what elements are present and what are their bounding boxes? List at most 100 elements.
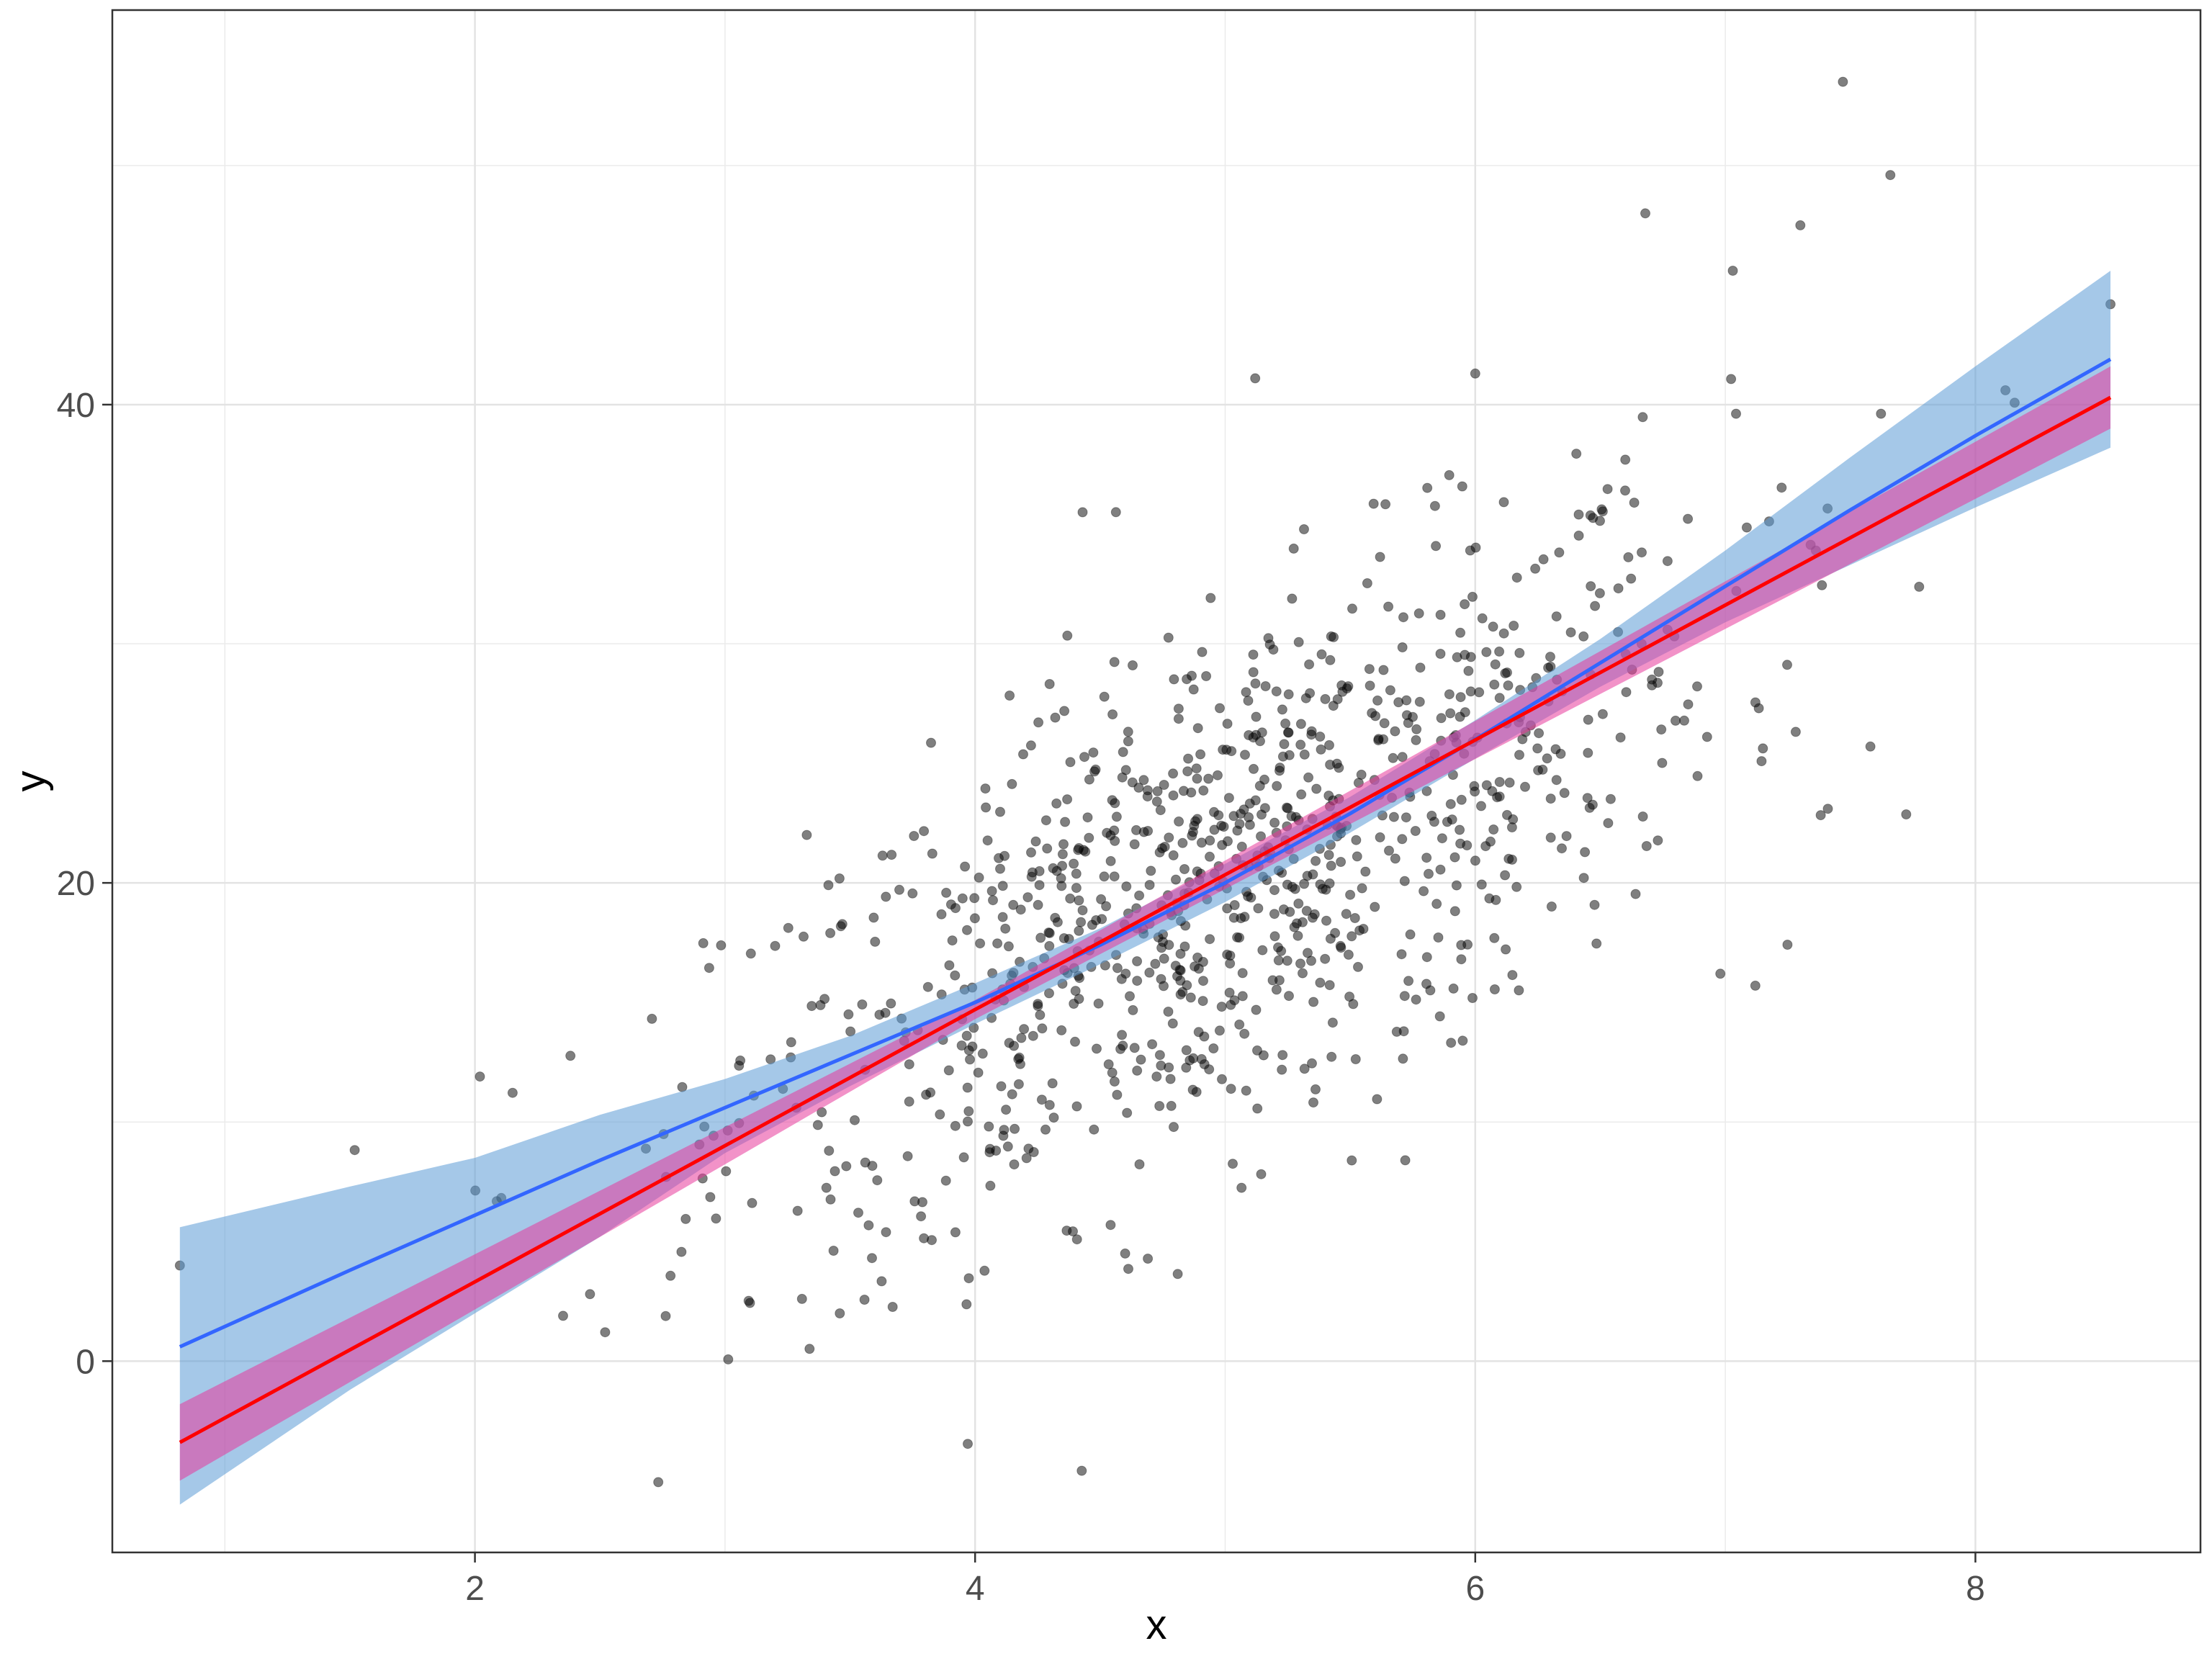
scatter-point xyxy=(1007,1089,1017,1100)
scatter-point xyxy=(1033,717,1044,728)
scatter-point xyxy=(1189,820,1200,831)
scatter-point xyxy=(1307,1058,1317,1069)
scatter-point xyxy=(1105,855,1116,866)
scatter-point xyxy=(1222,719,1233,729)
scatter-point xyxy=(1205,593,1216,603)
scatter-point xyxy=(1408,711,1418,722)
scatter-point xyxy=(1530,563,1541,574)
scatter-point xyxy=(1425,985,1436,996)
scatter-point xyxy=(1225,950,1236,961)
scatter-point xyxy=(870,936,881,947)
scatter-point xyxy=(1110,835,1120,846)
scatter-point xyxy=(1545,793,1556,804)
scatter-point xyxy=(1470,855,1480,866)
scatter-point xyxy=(1123,1264,1133,1274)
plot-panel-border xyxy=(111,9,2202,1554)
scatter-point xyxy=(1144,967,1155,978)
scatter-point xyxy=(1756,756,1767,767)
scatter-point xyxy=(1248,667,1259,678)
scatter-point xyxy=(1503,680,1514,691)
scatter-point xyxy=(1390,853,1401,864)
scatter-point xyxy=(1203,773,1214,784)
scatter-point xyxy=(1026,871,1037,882)
scatter-point xyxy=(950,1120,961,1131)
scatter-point xyxy=(1182,766,1193,777)
scatter-point xyxy=(1009,1159,1020,1170)
scatter-point xyxy=(919,1233,930,1244)
scatter-point xyxy=(1059,706,1070,716)
scatter-point xyxy=(1236,1182,1247,1193)
scatter-point xyxy=(1074,895,1084,906)
scatter-point xyxy=(1123,727,1133,737)
x-axis-title: x xyxy=(1146,1601,1167,1648)
scatter-point xyxy=(1838,76,1848,87)
scatter-point xyxy=(1076,917,1087,927)
scatter-point xyxy=(1885,170,1896,181)
scatter-point xyxy=(963,1273,974,1284)
scatter-point xyxy=(1002,1141,1013,1152)
scatter-point xyxy=(1336,943,1346,953)
scatter-point xyxy=(1411,724,1422,734)
scatter-point xyxy=(1341,683,1352,694)
scatter-point xyxy=(1419,886,1429,896)
scatter-point xyxy=(1022,892,1033,903)
scatter-point xyxy=(1640,208,1650,219)
scatter-point xyxy=(1573,509,1584,520)
scatter-point xyxy=(1400,1155,1411,1166)
scatter-point xyxy=(711,1213,721,1224)
scatter-point xyxy=(1181,1062,1192,1073)
scatter-point xyxy=(1465,686,1476,697)
scatter-point xyxy=(1163,632,1174,643)
scatter-point xyxy=(1626,573,1637,584)
scatter-point xyxy=(1188,684,1199,695)
scatter-point xyxy=(963,1116,973,1127)
scatter-point xyxy=(1373,735,1384,746)
scatter-point xyxy=(1218,745,1228,755)
scatter-point xyxy=(994,853,1004,863)
scatter-point xyxy=(1364,664,1375,675)
scatter-point xyxy=(1476,879,1487,890)
scatter-point xyxy=(1244,799,1255,809)
scatter-point xyxy=(1692,770,1703,781)
scatter-point xyxy=(1656,724,1667,735)
scatter-point xyxy=(1446,1038,1457,1048)
scatter-point xyxy=(1224,987,1235,998)
scatter-point xyxy=(1629,498,1640,508)
scatter-point xyxy=(1501,944,1511,955)
scatter-point xyxy=(1451,880,1462,891)
scatter-point xyxy=(1589,899,1600,910)
scatter-point xyxy=(747,1197,757,1208)
scatter-point xyxy=(721,1166,732,1177)
scatter-point xyxy=(1368,498,1379,509)
scatter-point xyxy=(1460,707,1470,718)
linear-fit-line xyxy=(179,395,2112,1444)
scatter-point xyxy=(1299,524,1309,534)
scatter-point xyxy=(1507,970,1518,981)
scatter-point xyxy=(1375,832,1385,842)
scatter-point xyxy=(984,1143,995,1154)
scatter-point xyxy=(1168,790,1179,801)
scatter-point xyxy=(792,1205,803,1216)
scatter-point xyxy=(1010,1123,1020,1134)
scatter-point xyxy=(1076,1465,1087,1476)
scatter-point xyxy=(1410,826,1421,836)
scatter-point xyxy=(1134,890,1145,901)
scatter-point xyxy=(1117,1030,1128,1040)
scatter-point xyxy=(1508,814,1519,824)
scatter-point xyxy=(1163,1007,1174,1017)
scatter-point xyxy=(1324,739,1334,750)
scatter-point xyxy=(1197,647,1208,657)
scatter-point xyxy=(1557,843,1567,854)
scatter-point xyxy=(957,893,968,904)
scatter-point xyxy=(1298,917,1308,927)
scatter-point xyxy=(1048,863,1058,873)
scatter-point xyxy=(1320,693,1331,704)
scatter-point xyxy=(1157,843,1167,854)
scatter-point xyxy=(1325,655,1336,665)
scatter-point xyxy=(349,1145,360,1156)
scatter-point xyxy=(958,1152,969,1163)
scatter-point xyxy=(1159,953,1169,964)
scatter-point xyxy=(1004,691,1015,701)
scatter-point xyxy=(1435,864,1446,875)
scatter-point xyxy=(1341,909,1352,920)
